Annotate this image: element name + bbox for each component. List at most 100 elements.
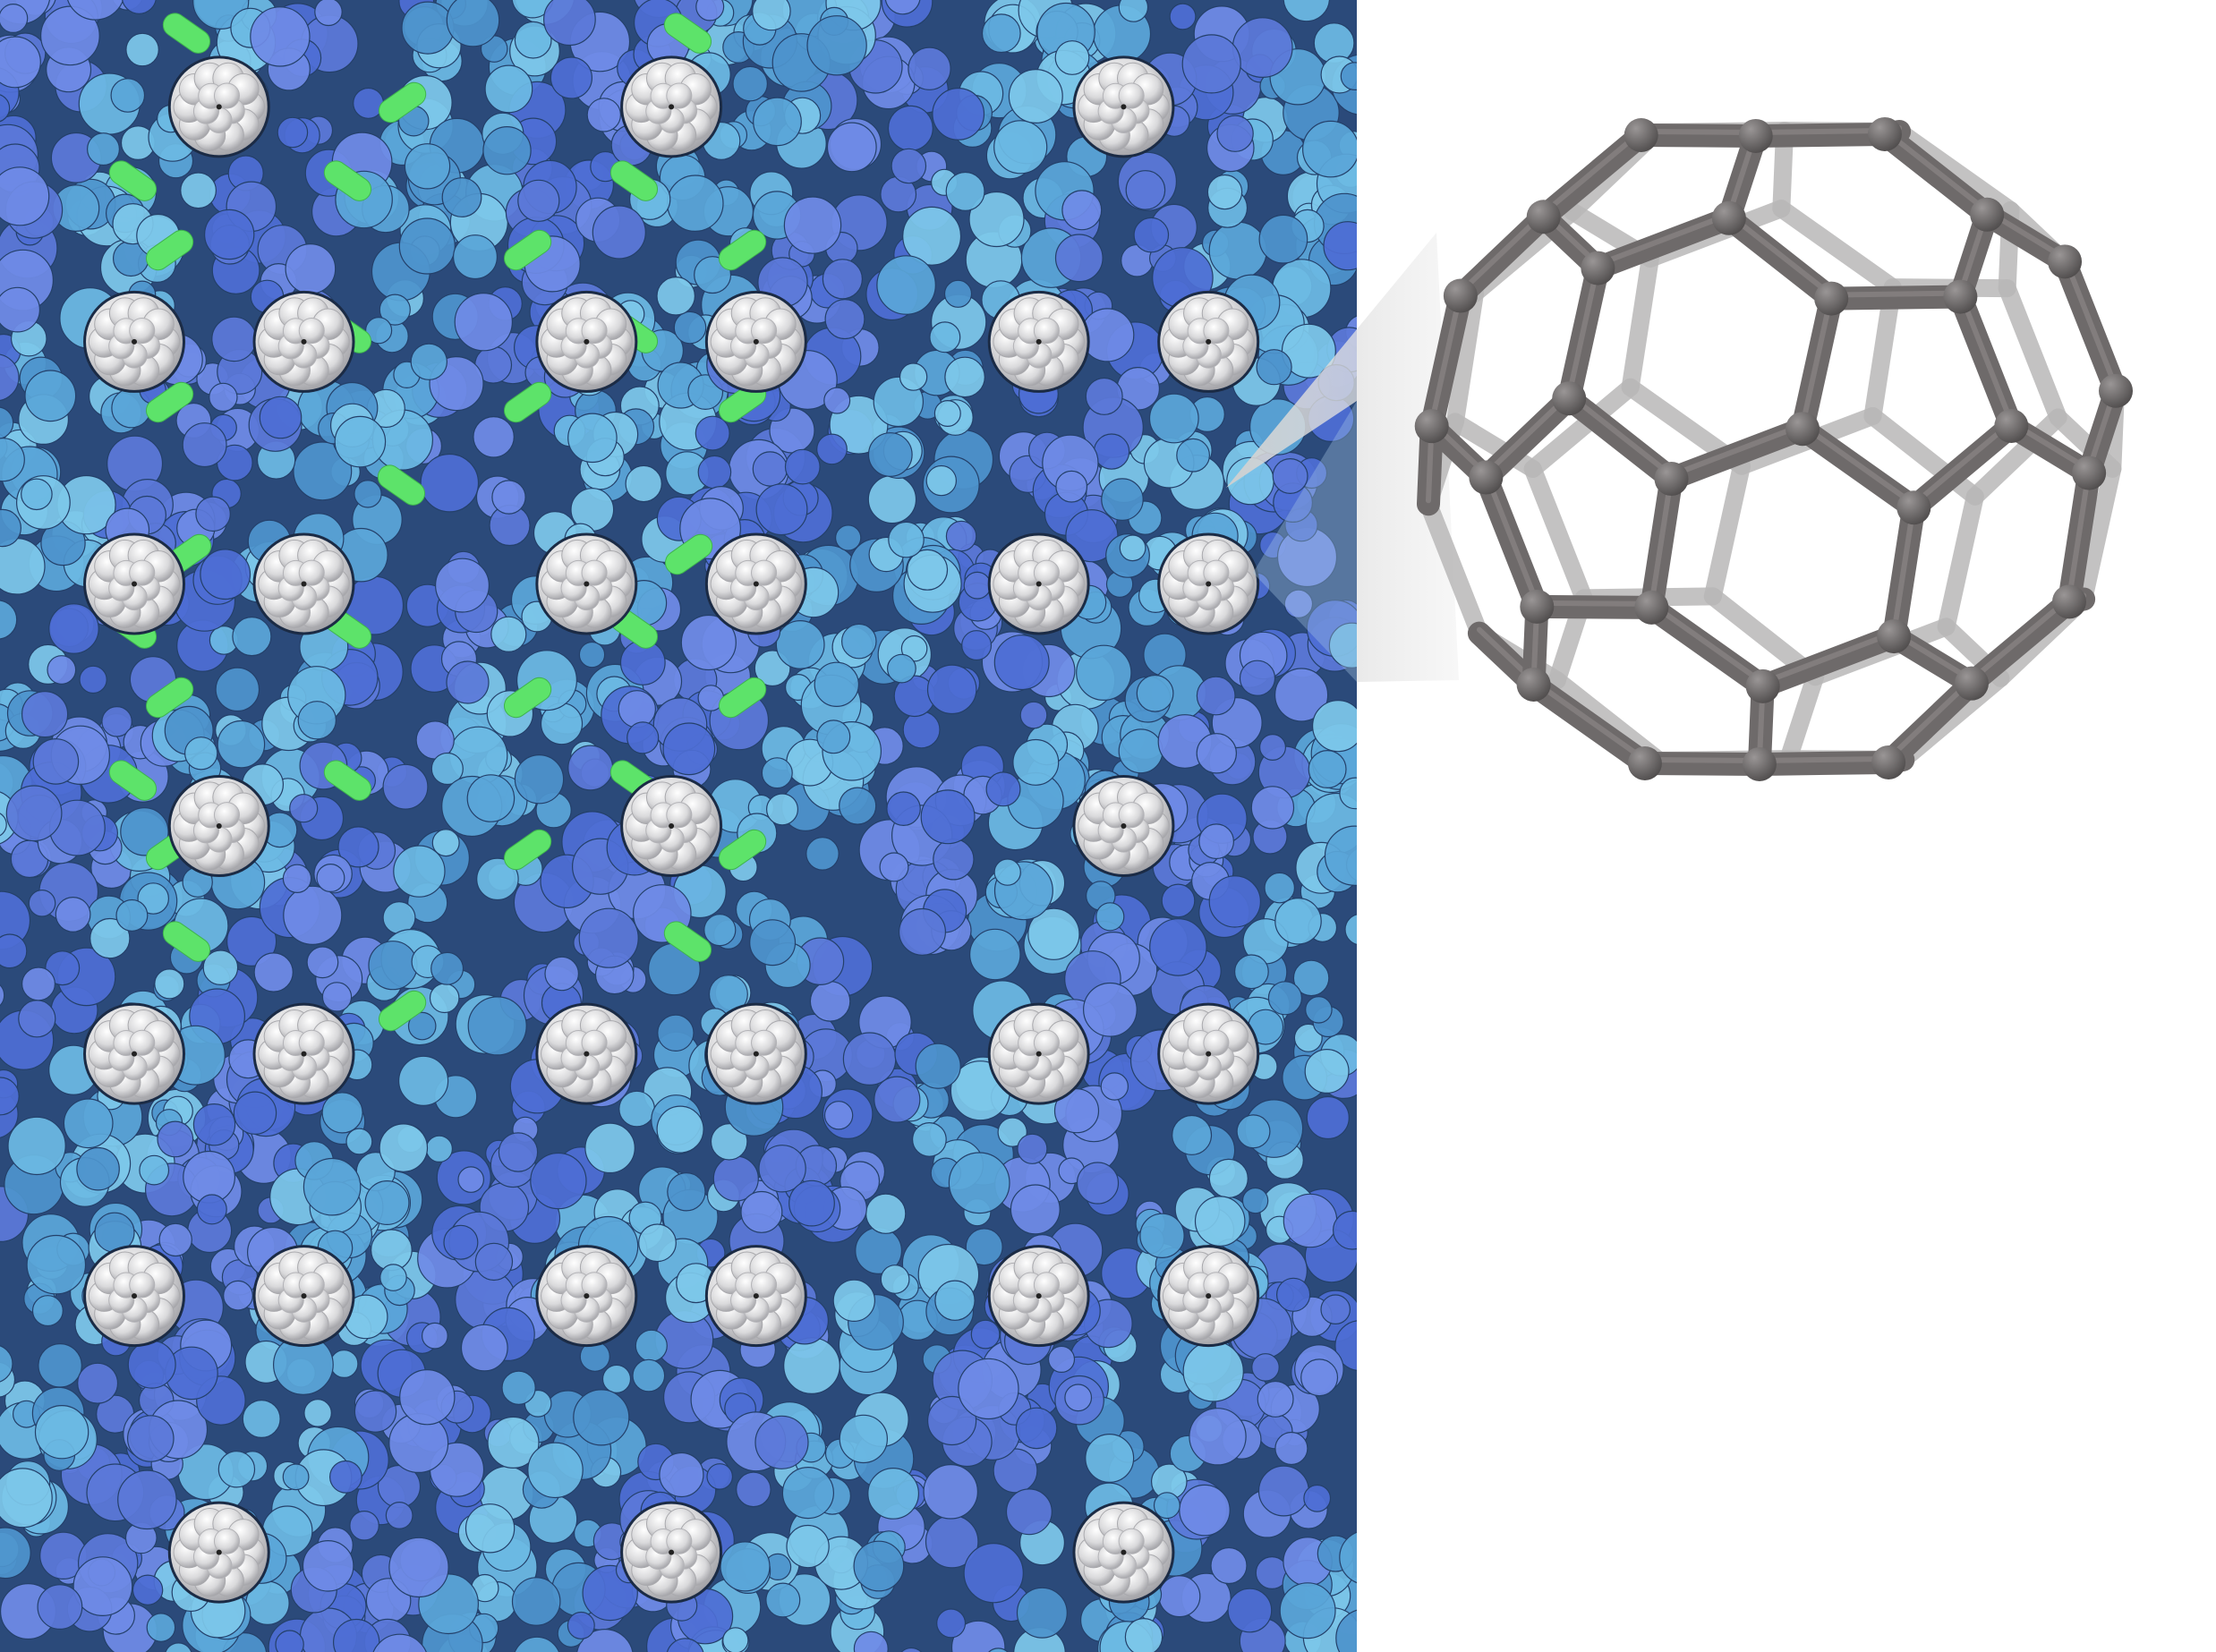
protein-blob bbox=[0, 406, 14, 439]
ligand-rod bbox=[377, 464, 426, 506]
protein-blob bbox=[656, 1105, 704, 1154]
protein-blob bbox=[1047, 1345, 1076, 1374]
protein-blob bbox=[498, 1132, 539, 1172]
protein-blob bbox=[127, 1340, 176, 1389]
protein-blob bbox=[823, 387, 851, 414]
front-bond bbox=[1959, 590, 2081, 695]
fullerene-ball bbox=[620, 55, 723, 158]
protein-blob bbox=[1005, 1488, 1053, 1536]
protein-blob bbox=[289, 794, 319, 823]
protein-blob bbox=[1274, 1431, 1308, 1466]
ligand-rod bbox=[503, 381, 552, 423]
carbon-atom bbox=[2072, 456, 2107, 490]
ligand-rod bbox=[323, 160, 372, 201]
protein-blob bbox=[765, 1582, 801, 1618]
carbon-atom bbox=[1624, 117, 1658, 152]
protein-blob bbox=[514, 1636, 560, 1652]
protein-blob bbox=[867, 1467, 919, 1520]
ligand-rod bbox=[108, 160, 158, 201]
protein-blob bbox=[259, 396, 303, 439]
protein-blob bbox=[907, 549, 949, 591]
protein-blob bbox=[1012, 738, 1060, 786]
carbon-atom bbox=[1581, 251, 1615, 285]
zoom-callout-cone bbox=[1226, 233, 1459, 682]
fullerene-ball bbox=[167, 775, 270, 877]
protein-blob bbox=[86, 132, 120, 166]
protein-blob bbox=[1008, 68, 1063, 123]
carbon-atom bbox=[2051, 584, 2086, 619]
carbon-atom bbox=[1443, 278, 1478, 313]
protein-blob bbox=[1236, 1114, 1271, 1149]
protein-blob bbox=[969, 928, 1021, 981]
protein-blob bbox=[530, 1152, 587, 1210]
carbon-atom bbox=[1552, 381, 1587, 416]
carbon-atom bbox=[1877, 619, 1912, 654]
protein-blob bbox=[125, 32, 159, 67]
protein-blob bbox=[1302, 120, 1357, 178]
protein-blob bbox=[0, 933, 28, 969]
protein-blob bbox=[1233, 954, 1269, 990]
protein-blob bbox=[1208, 875, 1262, 928]
carbon-atom bbox=[1742, 746, 1777, 781]
fullerene-ball bbox=[83, 1245, 186, 1348]
protein-blob bbox=[816, 433, 848, 465]
carbon-atom bbox=[1469, 460, 1504, 495]
protein-blob bbox=[1251, 1353, 1280, 1382]
protein-blob bbox=[948, 1152, 1010, 1214]
protein-blob bbox=[28, 889, 56, 917]
protein-blob bbox=[1153, 1492, 1180, 1520]
protein-blob bbox=[1250, 786, 1295, 830]
carbon-atom bbox=[1654, 462, 1689, 497]
fullerene-ball bbox=[704, 1245, 807, 1348]
protein-blob bbox=[514, 754, 565, 805]
protein-blob bbox=[673, 311, 707, 345]
protein-blob bbox=[1257, 1380, 1294, 1418]
front-bond bbox=[1791, 417, 1926, 520]
ligand-rod bbox=[718, 229, 767, 271]
protein-blob bbox=[482, 125, 532, 175]
carbon-atom bbox=[2048, 244, 2083, 279]
protein-blob bbox=[1304, 1048, 1350, 1094]
protein-blob bbox=[1256, 349, 1292, 386]
ligand-rod bbox=[378, 990, 427, 1032]
carbon-atom bbox=[1814, 281, 1849, 316]
fullerene-ball bbox=[704, 1002, 807, 1105]
protein-blob bbox=[21, 478, 53, 511]
protein-blob bbox=[223, 1280, 253, 1311]
protein-blob bbox=[1283, 589, 1314, 619]
protein-blob bbox=[379, 294, 411, 326]
protein-blob bbox=[1208, 1158, 1249, 1199]
protein-blob bbox=[1149, 918, 1207, 976]
protein-blob bbox=[638, 1223, 677, 1263]
protein-blob bbox=[420, 453, 480, 513]
protein-blob bbox=[430, 951, 465, 985]
protein-blob bbox=[1101, 478, 1144, 521]
protein-blob bbox=[67, 0, 124, 21]
carbon-atom bbox=[1738, 118, 1773, 153]
protein-blob bbox=[253, 952, 294, 992]
protein-blob bbox=[1093, 433, 1130, 470]
protein-blob bbox=[567, 413, 618, 464]
protein-blob bbox=[385, 1501, 413, 1529]
protein-blob bbox=[1100, 1072, 1129, 1101]
protein-blob bbox=[501, 1370, 536, 1405]
protein-blob bbox=[1324, 825, 1357, 886]
protein-blob bbox=[282, 1463, 310, 1491]
protein-blob bbox=[1239, 660, 1276, 696]
protein-blob bbox=[0, 1077, 20, 1116]
protein-blob bbox=[1027, 907, 1080, 960]
protein-blob bbox=[430, 752, 464, 786]
protein-blob bbox=[1335, 1609, 1357, 1652]
protein-blob bbox=[460, 1324, 508, 1372]
protein-blob bbox=[543, 0, 596, 47]
protein-blob bbox=[202, 949, 239, 986]
protein-blob bbox=[1303, 1484, 1332, 1512]
protein-blob bbox=[835, 524, 862, 551]
protein-blob bbox=[1053, 1088, 1100, 1134]
front-bond bbox=[1525, 594, 1664, 619]
protein-blob bbox=[765, 793, 798, 826]
front-bond bbox=[1521, 672, 1657, 775]
front-bond bbox=[1747, 750, 1901, 776]
protein-blob bbox=[1082, 982, 1138, 1037]
